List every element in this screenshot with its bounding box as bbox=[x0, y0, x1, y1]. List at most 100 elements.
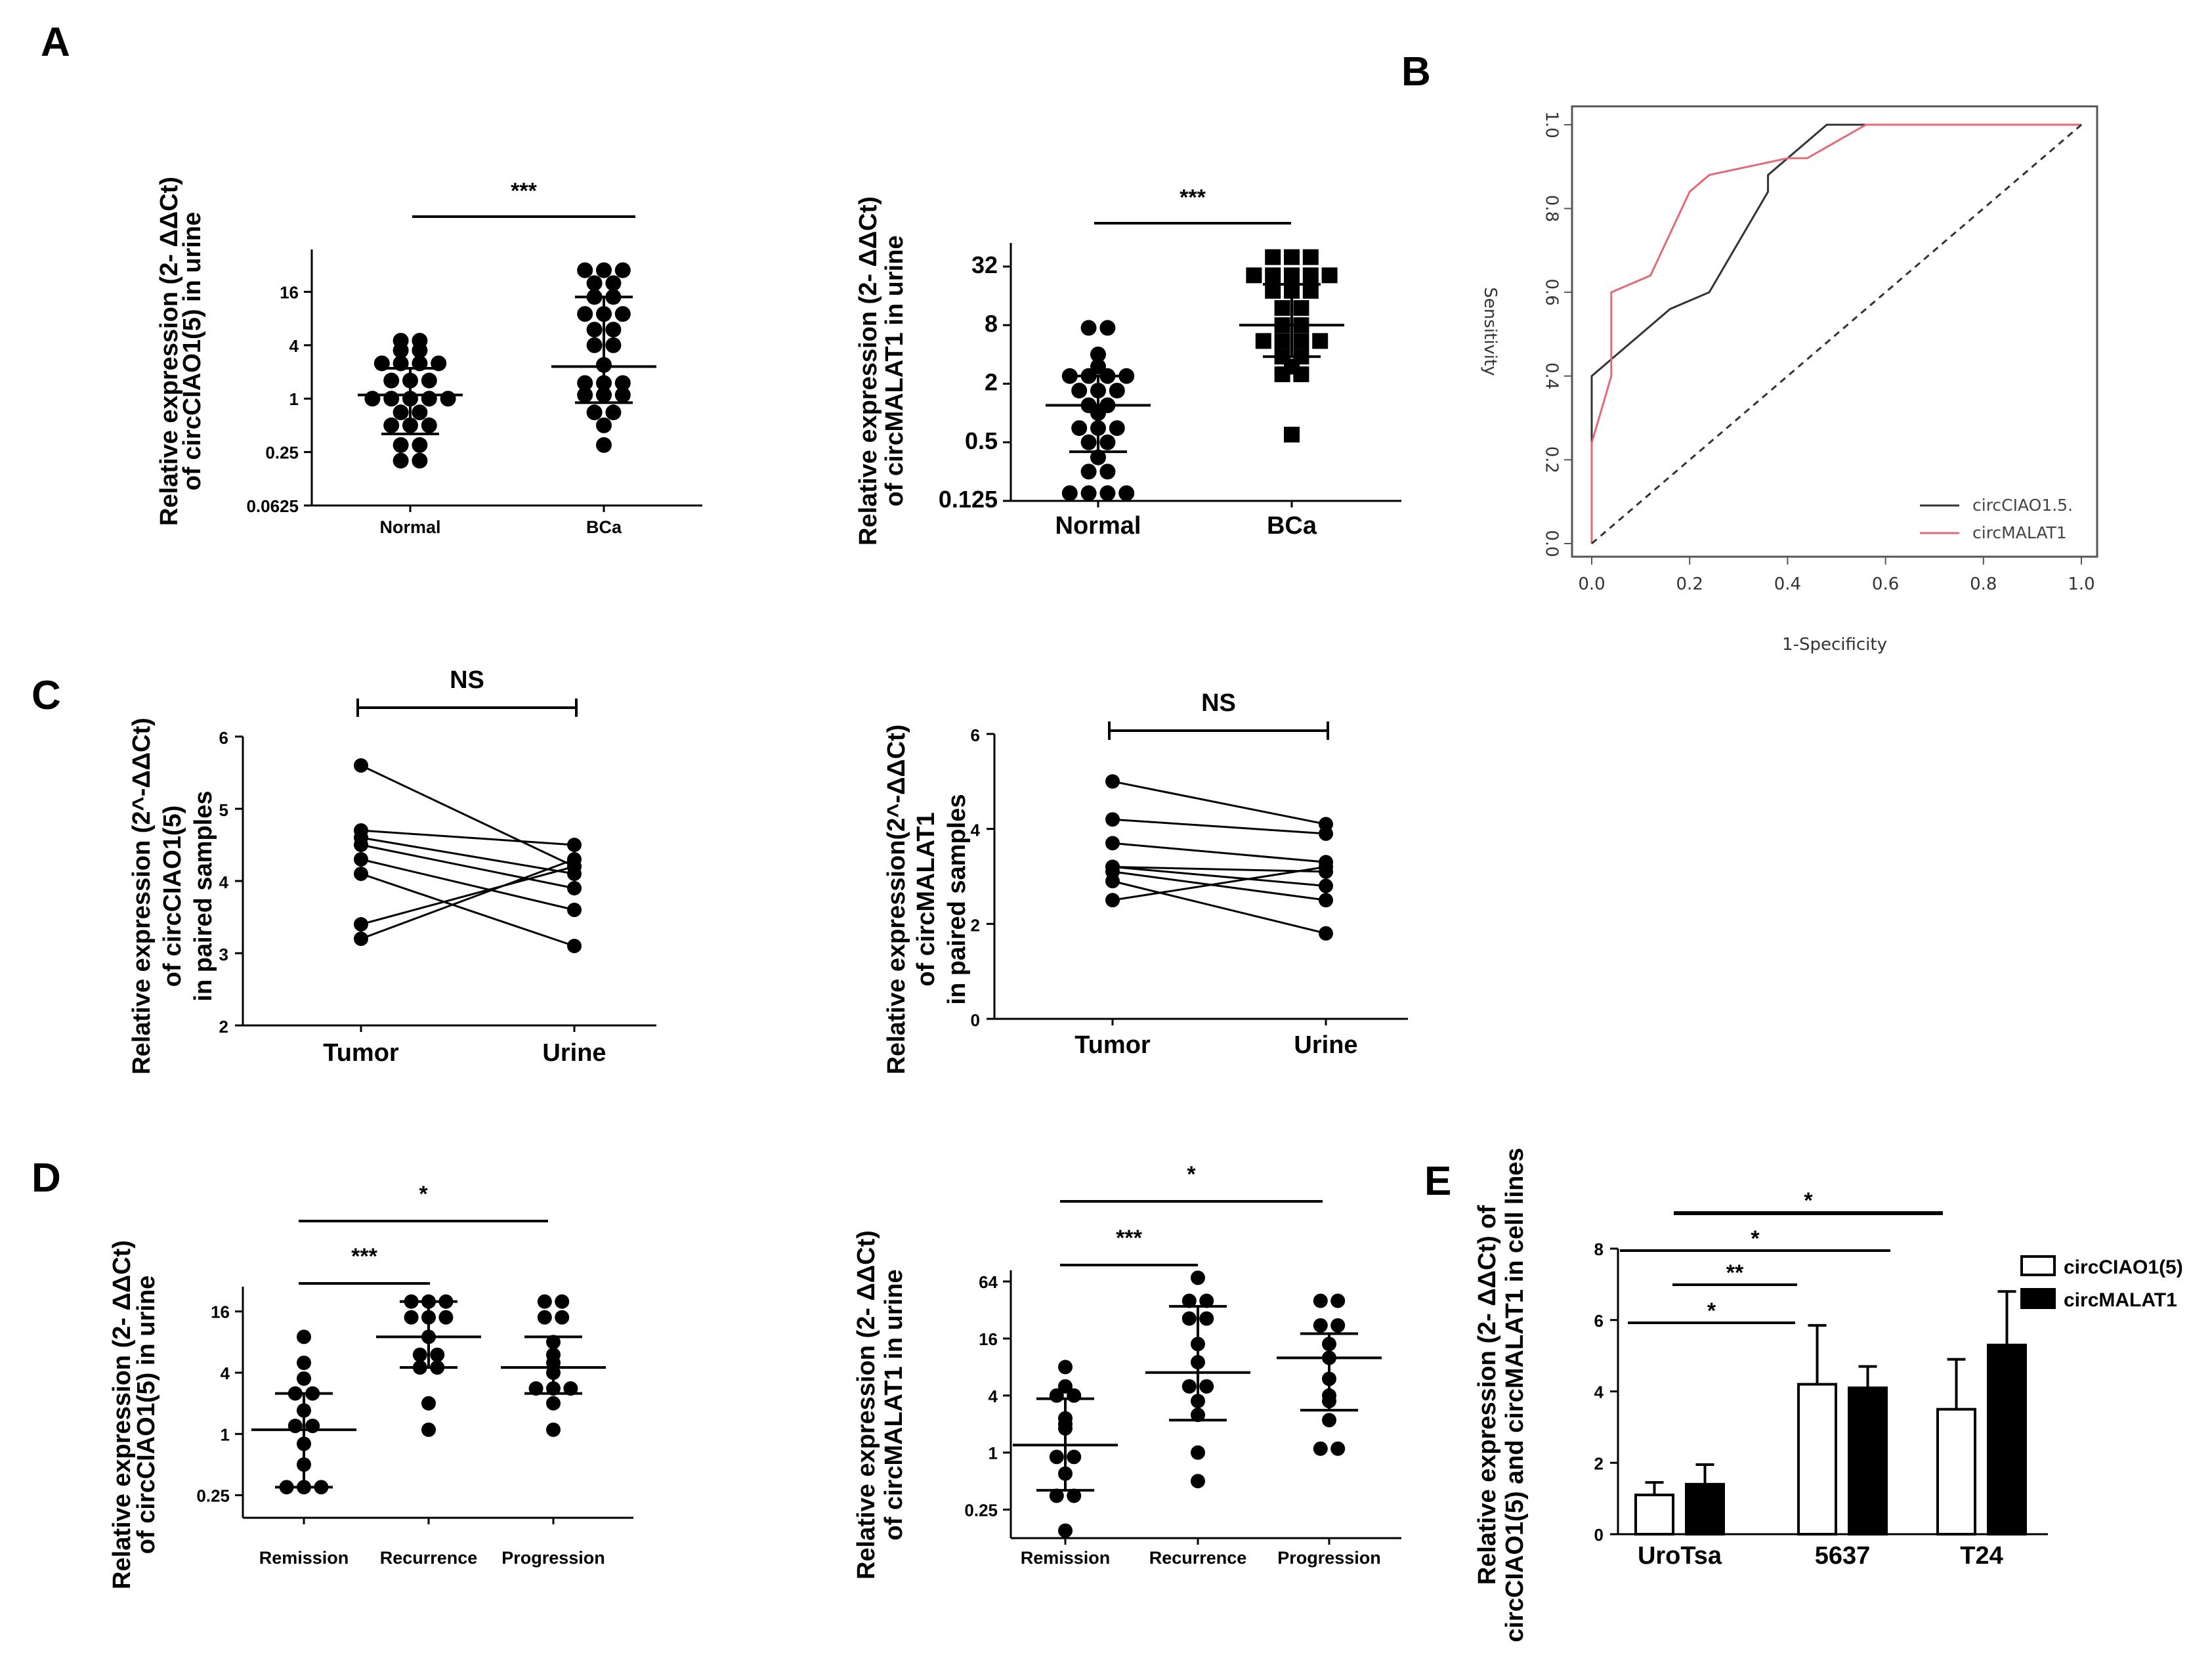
data-point bbox=[1058, 1360, 1073, 1375]
chart-e-cell-lines: 0 2 4 6 8 UroTsa 5637 T24 Relative expression (2… bbox=[1474, 1148, 2183, 1642]
data-point bbox=[1199, 1379, 1214, 1394]
data-point bbox=[546, 1422, 561, 1437]
significance-label: * bbox=[1751, 1226, 1760, 1251]
y-tick-label: 1 bbox=[989, 1444, 998, 1463]
data-point bbox=[393, 404, 409, 421]
pair-line bbox=[1112, 780, 1327, 825]
x-tick-label: Recurrence bbox=[1149, 1548, 1247, 1568]
data-point bbox=[586, 322, 603, 338]
data-point bbox=[1049, 1488, 1064, 1503]
data-point bbox=[1105, 874, 1120, 889]
data-point bbox=[438, 1310, 454, 1325]
data-point bbox=[1099, 434, 1116, 450]
legend-swatch bbox=[2020, 1255, 2056, 1276]
y-axis-label: circCIAO1(5) and circMALAT1 in cell line… bbox=[1501, 1148, 1529, 1642]
y-tick-label: 4 bbox=[989, 1386, 998, 1406]
data-point bbox=[1090, 449, 1106, 465]
data-point bbox=[1330, 1318, 1346, 1333]
data-point bbox=[555, 1294, 570, 1309]
pair-line bbox=[1112, 866, 1327, 901]
y-tick-label: 0 bbox=[1594, 1525, 1604, 1545]
data-point bbox=[1109, 420, 1125, 437]
data-point bbox=[1293, 333, 1309, 349]
data-point bbox=[1049, 1388, 1064, 1403]
data-point bbox=[577, 375, 593, 391]
significance-label: *** bbox=[351, 1244, 377, 1269]
panel-letter-e: E bbox=[1424, 1159, 1451, 1204]
data-point bbox=[528, 1381, 543, 1396]
y-tick-label: 0.25 bbox=[196, 1486, 230, 1506]
data-point bbox=[297, 1355, 311, 1370]
data-point bbox=[1284, 249, 1300, 265]
y-axis-label: Relative expression (2- ΔΔCt) bbox=[853, 1230, 880, 1579]
y-tick-label: 0.0625 bbox=[246, 496, 299, 516]
x-tick-label: 1.0 bbox=[2068, 574, 2095, 594]
data-point bbox=[1265, 267, 1281, 284]
y-tick-label: 16 bbox=[280, 282, 299, 302]
x-tick-label: 0.4 bbox=[1774, 574, 1801, 594]
data-point bbox=[354, 852, 368, 867]
data-point bbox=[1246, 267, 1262, 284]
data-point bbox=[297, 1371, 311, 1386]
y-axis-label: of circCIAO1(5) in urine bbox=[179, 212, 206, 490]
data-point bbox=[1080, 320, 1097, 336]
data-point bbox=[1181, 1311, 1197, 1326]
data-point bbox=[614, 262, 631, 278]
data-point bbox=[1191, 1445, 1205, 1460]
pair-line bbox=[360, 858, 575, 911]
data-point bbox=[1293, 300, 1309, 316]
data-point bbox=[1330, 1441, 1346, 1456]
data-point bbox=[1319, 893, 1333, 908]
x-tick-label: Urine bbox=[542, 1039, 606, 1067]
data-point bbox=[1099, 463, 1116, 480]
y-tick-label: 2 bbox=[219, 1017, 228, 1037]
data-point bbox=[393, 342, 409, 358]
data-point bbox=[393, 452, 409, 469]
y-axis-label: Relative expression (2^-ΔΔCt) bbox=[128, 718, 156, 1075]
data-point bbox=[383, 372, 400, 389]
y-tick-label: 1.0 bbox=[1542, 111, 1562, 138]
legend-label: circCIAO1(5) bbox=[2064, 1257, 2183, 1278]
chart-c2-paired-circmalat1: 0 2 4 6 Tumor Urine Relative expression(2^-ΔΔC… bbox=[883, 689, 1408, 1074]
chart-a2-circmalat1-urine: 0.125 0.5 2 8 32 Normal BCa Relative expression… bbox=[855, 185, 1401, 546]
y-tick-label: 0.5 bbox=[965, 427, 998, 454]
significance-label: * bbox=[419, 1182, 428, 1207]
plot-frame bbox=[1571, 105, 2098, 558]
significance-label: * bbox=[1187, 1162, 1196, 1187]
panel-letter-c: C bbox=[32, 673, 61, 718]
y-tick-label: 0.2 bbox=[1542, 446, 1562, 473]
data-point bbox=[1313, 1293, 1328, 1308]
data-point bbox=[1274, 333, 1290, 349]
legend-label: circMALAT1 bbox=[1972, 523, 2067, 542]
x-tick-label: BCa bbox=[1267, 512, 1317, 540]
y-tick-label: 4 bbox=[1594, 1383, 1604, 1402]
y-axis-label: of circMALAT1 in urine bbox=[881, 235, 908, 506]
significance-label: *** bbox=[511, 179, 537, 204]
data-point bbox=[1284, 267, 1300, 284]
pair-line bbox=[1112, 866, 1327, 887]
x-tick-label: Normal bbox=[1055, 512, 1141, 540]
data-point bbox=[1313, 1441, 1328, 1456]
y-axis-label: Relative expression(2^-ΔΔCt) bbox=[883, 725, 910, 1075]
data-point bbox=[563, 1381, 578, 1396]
pair-line bbox=[1112, 880, 1327, 935]
data-point bbox=[1319, 878, 1333, 893]
data-point bbox=[1061, 485, 1078, 502]
legend-label: circCIAO1.5. bbox=[1972, 496, 2073, 515]
data-point bbox=[1293, 366, 1309, 383]
data-point bbox=[354, 758, 368, 773]
chart-d1-circciao1-stage: 0.25 1 4 16 Remission Recurrence Progression Re… bbox=[108, 1182, 633, 1589]
y-axis-label: Relative expression (2- ΔΔCt) bbox=[156, 177, 183, 526]
pair-line bbox=[360, 836, 575, 875]
y-tick-label: 4 bbox=[971, 821, 981, 840]
data-point bbox=[1105, 812, 1120, 827]
bar bbox=[1685, 1482, 1725, 1536]
data-point bbox=[1071, 382, 1088, 398]
x-tick-label: 0.8 bbox=[1970, 574, 1997, 594]
data-point bbox=[1105, 836, 1120, 851]
data-point bbox=[393, 437, 409, 453]
x-tick-label: Recurrence bbox=[380, 1548, 478, 1568]
data-point bbox=[1090, 346, 1106, 362]
data-point bbox=[421, 417, 437, 433]
